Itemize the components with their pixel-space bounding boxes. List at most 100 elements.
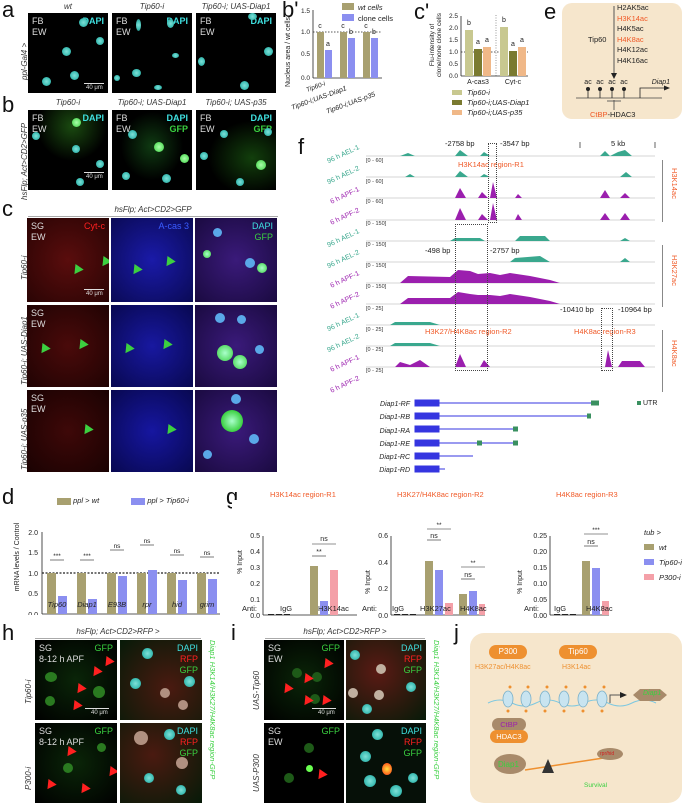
anti-label: Anti:: [362, 604, 378, 613]
tissue-label: SG: [31, 393, 45, 403]
panel-label-c-prime: c': [414, 0, 430, 24]
channel-label: DAPI: [250, 16, 272, 26]
mark-h2ak5ac: H2AK5ac: [617, 3, 649, 12]
stage-label: EW: [268, 737, 283, 747]
scale-label: 40 μm: [318, 710, 335, 716]
channel-dapi: DAPI: [166, 113, 188, 123]
ctbp-label: CtBP: [590, 110, 608, 119]
channel-acas3: A-cas 3: [158, 221, 189, 231]
region-r1-label: H3K14ac region-R1: [458, 160, 524, 169]
image-i2-gfp: SG EW GFP: [264, 723, 344, 803]
channel-gfp: GFP: [94, 726, 113, 736]
svg-text:0.5: 0.5: [28, 591, 38, 598]
xtick: hid: [171, 600, 182, 609]
image-c1-acas3: A-cas 3: [111, 218, 193, 302]
legend-tip60i: Tip60-i: [659, 558, 682, 567]
header-i: hsFlp; Act>CD2>RFP >: [303, 627, 387, 636]
legend-p300i: P300-i: [659, 573, 681, 582]
xtick-cytc: Cyt-c: [505, 79, 522, 85]
legend-d: ppl > wt ppl > Tip60-i: [57, 496, 189, 505]
channel-gfp: GFP: [179, 665, 198, 675]
annot-r3-right: -10964 bp: [618, 305, 652, 314]
anti-label: Anti:: [242, 604, 258, 613]
image-a-diap1: FB EW DAPI: [196, 13, 276, 93]
svg-text:Nucleus area / wt cells: Nucleus area / wt cells: [285, 16, 292, 87]
tissue-label: FB: [200, 113, 212, 123]
svg-text:**: **: [436, 522, 442, 529]
tissue-label: SG: [268, 726, 282, 736]
xtick: rpr: [142, 600, 152, 609]
col-title-b-tip60i: Tip60-i: [55, 98, 81, 107]
stage-label: EW: [116, 124, 131, 134]
svg-text:0.5: 0.5: [449, 61, 458, 68]
image-c2-cytc: SG EW: [27, 305, 109, 387]
svg-text:1.0: 1.0: [449, 49, 458, 56]
scale-label: 40 μm: [86, 291, 103, 297]
image-i2-merge: DAPI RFP GFP: [346, 723, 426, 803]
svg-text:0.5: 0.5: [301, 51, 310, 58]
channel-rfp: RFP: [404, 654, 422, 664]
svg-text:***: ***: [53, 553, 61, 560]
annot-r3-left: -10410 bp: [560, 305, 594, 314]
image-c3-acas3: [111, 390, 193, 472]
svg-text:0.3: 0.3: [250, 565, 260, 572]
svg-text:[0 - 150]: [0 - 150]: [366, 221, 387, 227]
col-title-a-diap1: Tip60-i; UAS-Diap1: [201, 2, 271, 11]
svg-text:ns: ns: [204, 550, 212, 557]
transcript-label: Diap1-RF: [380, 401, 410, 408]
tissue-label: FB: [32, 16, 44, 26]
transcript-labels: Diap1-RF Diap1-RB Diap1-RA Diap1-RE Diap…: [370, 398, 410, 478]
anti-label: Anti:: [524, 604, 540, 613]
channel-gfp: GFP: [169, 124, 188, 134]
svg-text:[0 - 150]: [0 - 150]: [366, 242, 387, 248]
scale-label: 40 μm: [86, 85, 103, 91]
channel-gfp: GFP: [253, 124, 272, 134]
svg-text:[0 - 60]: [0 - 60]: [366, 158, 384, 164]
stage-label: EW: [32, 124, 47, 134]
channel-dapi: DAPI: [251, 221, 273, 231]
svg-text:ns: ns: [174, 548, 182, 555]
channel-rfp: RFP: [180, 737, 198, 747]
svg-text:[0 - 25]: [0 - 25]: [366, 306, 384, 312]
chart-g3-main: % Input 0.25 0.20 0.15 0.10 0.05 0.00 *** ns: [517, 527, 609, 618]
svg-text:a: a: [511, 41, 515, 48]
svg-text:ns: ns: [587, 539, 595, 546]
svg-text:0.1: 0.1: [250, 597, 260, 604]
legend-b-prime: wt cells clone cells: [342, 2, 393, 24]
tissue-label: SG: [39, 726, 53, 736]
svg-text:Flu-intensity of: Flu-intensity of: [429, 24, 436, 66]
legend-p35: Tip60-i;UAS-p35: [467, 108, 523, 117]
diagram-e-graphic: ac ac ac ac Diap1: [576, 6, 670, 110]
chromatin-diagram: [487, 685, 667, 713]
svg-text:b: b: [502, 17, 506, 24]
diagram-e: [562, 3, 682, 119]
svg-text:b: b: [467, 20, 471, 27]
image-h1-gfp: SG 8-12 h APF GFP 40 μm: [35, 640, 117, 720]
group-label-h3k14ac: H3K14ac: [670, 168, 679, 199]
row-label-i1: UAS-Tip60: [252, 670, 261, 710]
col-title-a-wt: wt: [64, 2, 72, 11]
svg-text:% Input: % Input: [237, 550, 244, 574]
svg-text:1.0: 1.0: [301, 29, 310, 36]
image-i1-merge: DAPI RFP GFP: [346, 640, 426, 720]
mark-h4k5ac: H4K5ac: [617, 24, 644, 33]
image-c1-cytc: SG EW Cyt-c 40 μm: [27, 218, 109, 302]
marks-list-e: H2AK5ac H3K14ac H4K5ac H4K8ac H4K12ac H4…: [617, 3, 649, 66]
title-g2: H3K27/H4K8ac region-R2: [397, 490, 484, 499]
side-label-i: Diap1 H3K14/H3K27/H4K8ac region-GFP: [432, 640, 441, 780]
utr-label: UTR: [643, 400, 658, 407]
panel-label-h: h: [2, 620, 15, 645]
xtick: Tip60: [47, 600, 67, 609]
genome-browser-tracks: [0 - 60] [0 - 60] [0 - 60] [0 - 150] [0 - 1…: [366, 142, 656, 374]
col-title-a-tip60i: Tip60-i: [139, 2, 165, 11]
svg-text:0.4: 0.4: [378, 560, 388, 567]
svg-text:% Input: % Input: [517, 570, 524, 594]
svg-text:ac: ac: [596, 79, 604, 86]
image-a-tip60i: FB EW DAPI: [112, 13, 192, 93]
channel-gfp: GFP: [403, 665, 422, 675]
xlabels-g3: Anti: IgG H4K8ac: [524, 604, 624, 613]
stage-label: EW: [31, 319, 46, 329]
chart-g1-main: % Input 0.5 0.4 0.3 0.2 0.1 0.0 ns **: [232, 500, 357, 618]
svg-text:0.2: 0.2: [378, 586, 388, 593]
panel-label-b: b: [2, 92, 15, 117]
